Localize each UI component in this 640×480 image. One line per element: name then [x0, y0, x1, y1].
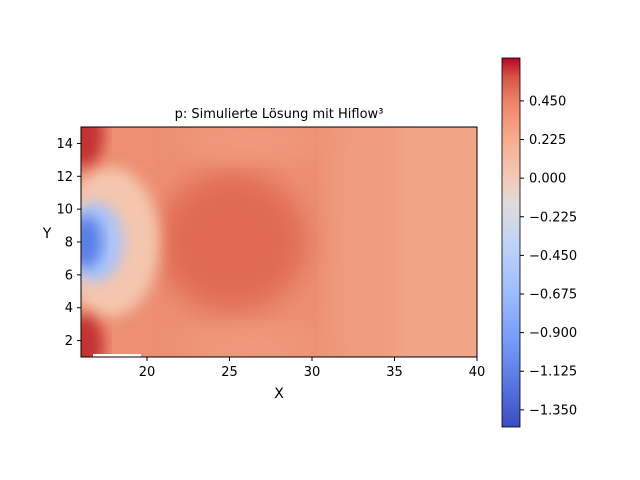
colorbar-tick-label: −0.675: [529, 287, 577, 302]
colorbar-tick-label: −1.125: [529, 365, 577, 380]
chart-title: p: Simulierte Lösung mit Hiflow³: [175, 107, 384, 122]
field-gap: [93, 354, 141, 357]
x-axis-ticks: 20 25 30 35 40: [139, 357, 486, 380]
field-inlet-core: [81, 216, 102, 268]
colorbar-tick-label: −0.900: [529, 326, 577, 341]
plot-area: [81, 127, 477, 357]
field-center-blob: [157, 172, 307, 312]
colorbar-tick-label: −0.225: [529, 210, 577, 225]
colorbar-tick-label: 0.000: [529, 172, 566, 187]
x-tick-label: 25: [221, 365, 238, 380]
y-tick-label: 14: [56, 137, 73, 152]
y-tick-label: 8: [65, 236, 73, 251]
y-tick-label: 10: [56, 203, 73, 218]
field-lower-band: [180, 327, 320, 357]
colorbar-tick-label: −1.350: [529, 403, 577, 418]
colorbar-tick-label: 0.450: [529, 94, 566, 109]
colorbar-tick-label: −0.450: [529, 249, 577, 264]
field-upper-band: [180, 127, 320, 160]
colorbar-ticks: 0.450 0.225 0.000 −0.225 −0.450 −0.675 −0.900 −…: [520, 94, 577, 418]
y-axis-label: Y: [42, 226, 52, 242]
x-tick-label: 20: [139, 365, 156, 380]
field-right-region: [380, 127, 477, 357]
x-axis-label: X: [274, 386, 284, 402]
x-tick-label: 35: [386, 365, 403, 380]
y-tick-label: 12: [56, 170, 73, 185]
field-right-mid-region: [330, 127, 390, 357]
x-tick-label: 40: [469, 365, 486, 380]
x-tick-label: 30: [304, 365, 321, 380]
field-bottom-corner: [81, 315, 104, 357]
y-tick-label: 4: [65, 301, 73, 316]
field-top-corner: [81, 127, 104, 167]
y-axis-ticks: 2 4 6 8 10 12 14: [56, 137, 81, 349]
y-tick-label: 2: [65, 334, 73, 349]
y-tick-label: 6: [65, 268, 73, 283]
colorbar: [501, 57, 521, 428]
colorbar-tick-label: 0.225: [529, 133, 566, 148]
